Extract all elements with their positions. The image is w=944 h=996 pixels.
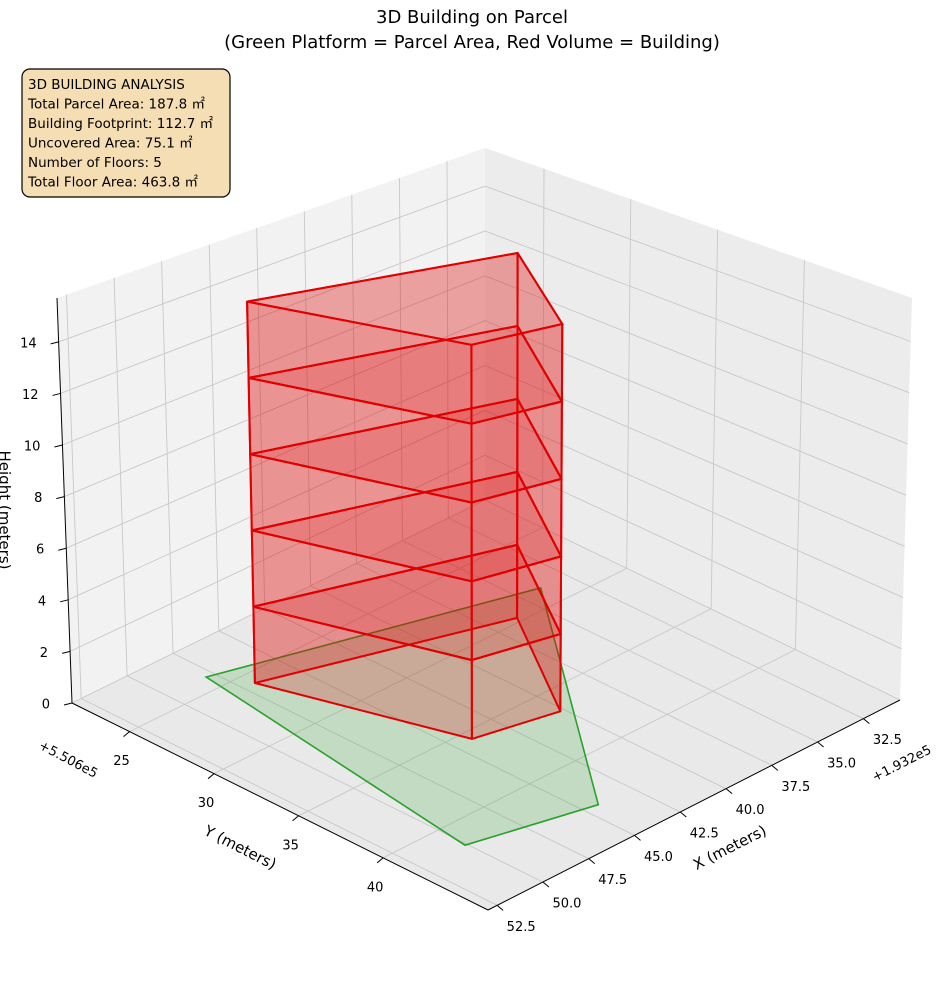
z-tick [56,496,65,500]
z-tick-label: 6 [36,543,44,558]
z-tick [61,650,71,654]
back-left-pane [57,148,485,703]
z-tick-label: 2 [40,646,48,661]
x-tick-label: 35.0 [827,757,856,772]
grid-line [66,294,82,699]
x-tick [542,881,550,888]
building-floor-plate [246,251,564,346]
z-tick [60,599,69,603]
grid-line [208,244,220,631]
x-tick-label: 50.0 [552,897,581,912]
x-tick-label: 40.0 [736,803,765,818]
x-tick [588,858,596,865]
grid-line [794,260,805,650]
z-tick [52,392,61,396]
z-tick [58,547,67,551]
chart-title: 3D Building on Parcel [376,7,568,28]
grid-line [129,527,543,733]
x-tick-label: 32.5 [873,733,902,748]
grid-line [398,177,403,541]
x-tick [863,718,870,725]
z-tick-label: 0 [42,698,50,713]
y-axis-label: Y (meters) [200,821,279,873]
grid-line [64,320,907,498]
x-tick-label: 37.5 [781,780,810,795]
grid-line [69,454,902,652]
info-line: Total Parcel Area: 187.8 ㎡ [27,97,205,113]
z-tick-label: 8 [34,491,42,506]
y-tick-label: 30 [198,796,215,811]
x-tick [771,764,779,771]
grid-line [218,630,635,836]
grid-line [113,277,128,676]
x-tick [817,741,824,748]
info-line: Total Floor Area: 463.8 ㎡ [27,175,199,191]
z-tick-label: 4 [38,594,46,609]
x-axis-line [487,699,901,911]
grid-line [126,675,544,883]
info-line: Number of Floors: 5 [28,155,162,171]
grid-line [351,194,357,564]
z-tick [54,444,63,448]
y-tick-label: 40 [367,880,384,895]
x-tick [679,811,687,818]
back-right-pane [485,148,912,700]
grid-line [710,229,719,609]
info-box: 3D BUILDING ANALYSIS Total Parcel Area: 1… [21,68,231,198]
grid-line [68,409,904,601]
z-tick-label: 12 [22,388,39,403]
y-tick [207,773,215,780]
x-tick-label: 47.5 [598,873,627,888]
grid-line [356,562,772,766]
grid-line [213,567,627,775]
x-tick [496,904,504,911]
info-box-frame [21,68,231,198]
grid-line [66,365,905,549]
y-tick [376,857,384,864]
y-tick [123,731,130,737]
info-line: Building Footprint: 112.7 ㎡ [28,116,214,132]
x-tick-label: 52.5 [507,920,536,935]
grid-line [310,585,727,790]
z-axis-line [56,297,73,704]
z-axis-label: Height (meters) [0,451,14,570]
z-tick [63,702,73,706]
x-tick-label: 42.5 [690,827,719,842]
y-tick-label: 25 [113,754,130,769]
grid-line [161,261,174,654]
chart-subtitle: (Green Platform = Parcel Area, Red Volum… [224,32,720,53]
z-tick [50,341,59,345]
y-tick [292,815,299,822]
floor-pane [72,500,900,910]
info-line: 3D BUILDING ANALYSIS [28,77,185,93]
y-offset-text: +5.506e5 [36,738,100,781]
z-tick-label: 10 [24,440,41,455]
y-tick-label: 35 [282,838,299,853]
grid-line [58,185,911,343]
x-offset-text: +1.932e5 [870,743,934,786]
grid-line [303,211,312,586]
grid-line [80,698,498,906]
grid-line [62,275,908,446]
grid-line [382,649,796,859]
grid-line [256,227,266,609]
grid-line [60,230,910,394]
grid-line [172,652,589,860]
grid-line [626,199,632,569]
info-line: Uncovered Area: 75.1 ㎡ [28,136,193,152]
y-axis-line [71,702,489,911]
x-tick-label: 45.0 [644,850,673,865]
z-tick-label: 14 [20,336,37,351]
grid-line [541,168,545,528]
x-tick [634,834,641,841]
x-tick [725,788,733,795]
